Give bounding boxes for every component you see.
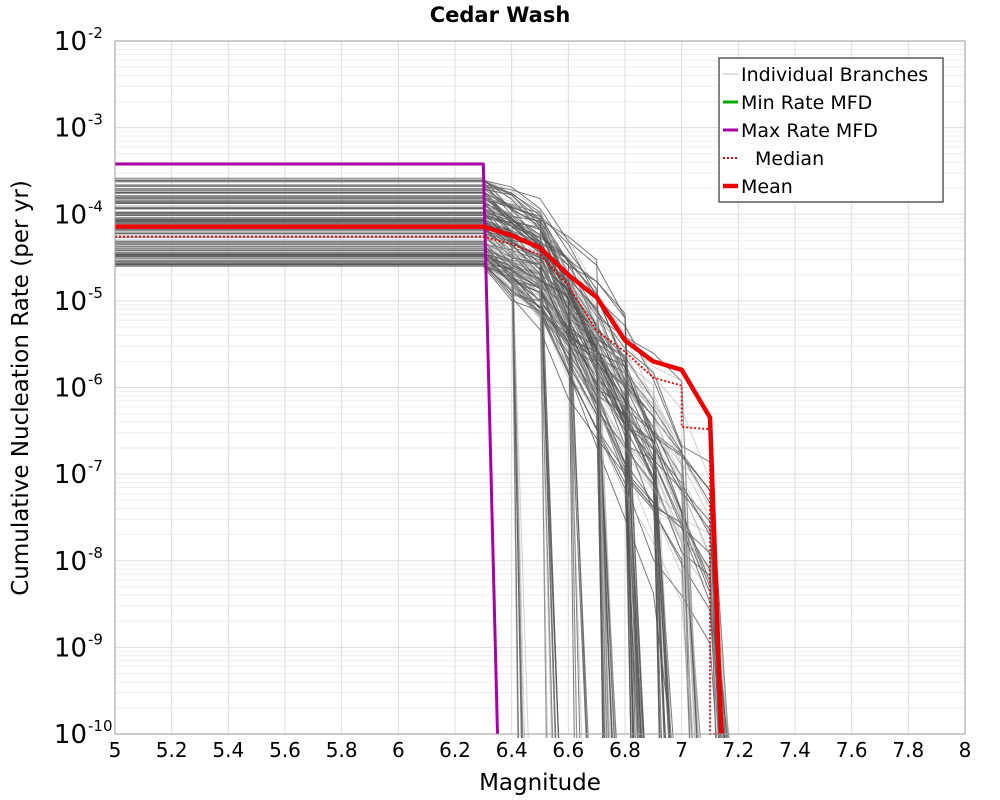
x-tick-label: 6.4 <box>496 738 528 762</box>
branch-line <box>115 262 672 739</box>
y-tick-exponent: -9 <box>88 630 103 648</box>
branch-line <box>115 208 693 739</box>
series-mean <box>115 224 724 735</box>
branch-line <box>115 179 589 739</box>
x-tick-label: 5.8 <box>326 738 358 762</box>
branch-line <box>115 256 722 739</box>
y-tick-base: 10 <box>54 633 87 663</box>
y-tick-base: 10 <box>54 114 87 144</box>
x-axis-label: Magnitude <box>479 770 601 796</box>
branch-line <box>115 245 583 739</box>
y-tick-exponent: -4 <box>88 197 103 215</box>
x-tick-labels: 5 5.2 5.4 5.6 5.8 6 6.2 6.4 6.6 6.8 7 7.2 7.4 7.6 7.8 8 <box>109 738 972 762</box>
grid-minor <box>115 44 965 709</box>
branch-line <box>115 241 523 739</box>
y-tick-base: 10 <box>54 547 87 577</box>
chart-title: Cedar Wash <box>430 3 571 27</box>
branch-line <box>115 177 632 739</box>
x-tick-label: 5.4 <box>212 738 244 762</box>
branch-line <box>115 192 723 739</box>
plot-frame <box>114 40 966 735</box>
y-tick-exponent: -5 <box>88 284 103 302</box>
legend-label: Min Rate MFD <box>741 92 872 114</box>
x-tick-label: 5.2 <box>156 738 188 762</box>
y-tick-exponent: -8 <box>88 544 103 562</box>
series-median <box>115 235 722 735</box>
x-tick-label: 6.2 <box>439 738 471 762</box>
y-tick-base: 10 <box>54 200 87 230</box>
legend-label: Max Rate MFD <box>741 120 878 142</box>
x-tick-label: 6 <box>392 738 405 762</box>
branch-line <box>115 192 672 739</box>
x-tick-label: 7.8 <box>892 738 924 762</box>
legend-label: Mean <box>741 176 793 198</box>
x-tick-label: 7.2 <box>722 738 754 762</box>
legend: Individual Branches Min Rate MFD Max Rate … <box>718 57 944 203</box>
x-tick-label: 6.8 <box>609 738 641 762</box>
branch-line <box>115 230 701 739</box>
summary-series <box>115 162 724 735</box>
y-tick-base: 10 <box>54 374 87 404</box>
y-tick-exponent: -3 <box>88 111 103 129</box>
y-tick-exponent: -6 <box>88 371 103 389</box>
x-tick-label: 6.6 <box>552 738 584 762</box>
branch-line <box>115 227 642 739</box>
y-axis-label: Cumulative Nucleation Rate (per yr) <box>8 180 34 596</box>
y-tick-exponent: -10 <box>88 717 113 735</box>
branch-line <box>115 241 691 739</box>
y-tick-labels: 10-210-310-410-510-610-710-810-910-10 <box>54 24 113 750</box>
branch-line <box>115 195 588 739</box>
x-tick-label: 5.6 <box>269 738 301 762</box>
legend-label: Median <box>755 148 824 170</box>
branch-line <box>115 219 691 739</box>
x-tick-label: 7.4 <box>779 738 811 762</box>
y-tick-base: 10 <box>54 460 87 490</box>
branch-line <box>115 214 644 739</box>
branch-line <box>115 243 641 739</box>
legend-box <box>718 57 944 203</box>
y-tick-base: 10 <box>54 720 87 750</box>
branch-line <box>115 264 665 739</box>
x-tick-label: 8 <box>959 738 972 762</box>
branch-line <box>115 264 720 739</box>
y-tick-exponent: -2 <box>88 24 103 42</box>
branch-line <box>115 211 720 739</box>
x-tick-label: 7 <box>675 738 688 762</box>
legend-label: Individual Branches <box>741 64 928 86</box>
branch-line <box>115 181 526 739</box>
branch-line <box>115 254 632 739</box>
branch-line <box>115 259 730 739</box>
x-tick-label: 7.6 <box>836 738 868 762</box>
y-tick-base: 10 <box>54 27 87 57</box>
branch-line <box>115 188 671 739</box>
branch-line <box>115 243 690 739</box>
series-max-rate-mfd <box>115 162 499 735</box>
x-tick-label: 5 <box>109 738 122 762</box>
y-tick-exponent: -7 <box>88 457 103 475</box>
y-tick-base: 10 <box>54 287 87 317</box>
